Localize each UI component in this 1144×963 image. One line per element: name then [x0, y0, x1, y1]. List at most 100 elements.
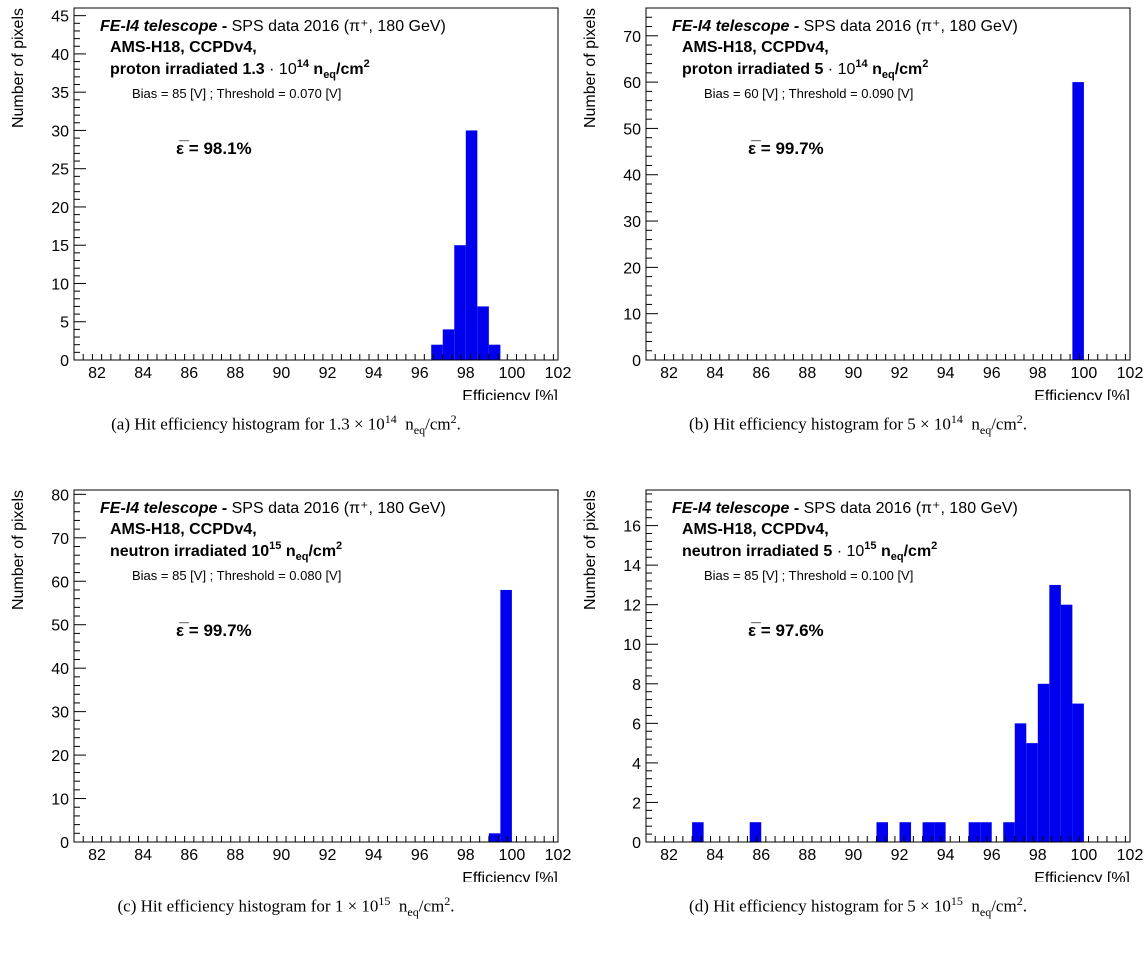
x-tick-label-d-5: 92 — [891, 847, 909, 864]
title-line-a: FE-I4 telescope - SPS data 2016 (π⁺, 180… — [100, 18, 446, 35]
caption-b-post-exp: 2 — [1016, 412, 1023, 426]
y-tick-label-b-1: 10 — [623, 307, 641, 324]
y-tick-label-b-5: 50 — [623, 121, 641, 138]
fluence-line-d: neutron irradiated 5 · 1015 neq/cm2 — [682, 540, 937, 563]
fluence-cm-exp-c: 2 — [336, 540, 342, 552]
y-tick-label-a-1: 5 — [60, 315, 69, 332]
x-tick-label-a-8: 98 — [457, 365, 475, 382]
sample-line-c: AMS-H18, CCPDv4, — [110, 521, 257, 538]
bar-d-0 — [692, 822, 704, 842]
y-tick-label-b-3: 30 — [623, 214, 641, 231]
x-tick-label-c-10: 102 — [545, 847, 572, 864]
y-tick-label-a-0: 0 — [60, 353, 69, 370]
annotation-a: FE-I4 telescope - SPS data 2016 (π⁺, 180… — [100, 18, 446, 158]
bar-a-1 — [442, 329, 455, 360]
plot-frame-c — [73, 489, 559, 843]
fluence-n-d: n — [877, 543, 891, 560]
x-tick-label-d-10: 102 — [1117, 847, 1144, 864]
x-axis-c: 82 84 86 88 90 92 94 96 98 100 102 — [73, 836, 572, 864]
x-tick-label-d-6: 94 — [937, 847, 955, 864]
y-axis-label-d: Number of pixels — [582, 490, 599, 610]
caption-c-text: (c) Hit efficiency histogram for 1 × 10 — [117, 896, 379, 916]
y-tick-label-c-7: 70 — [51, 531, 69, 548]
title-rest-a: SPS data 2016 (π⁺, 180 GeV) — [227, 18, 446, 35]
y-axis-d: 0 2 4 6 8 10 12 14 16 — [623, 493, 658, 852]
x-tick-label-c-8: 98 — [457, 847, 475, 864]
y-tick-label-d-3: 6 — [632, 716, 641, 733]
x-tick-label-c-5: 92 — [319, 847, 337, 864]
y-tick-label-c-5: 50 — [51, 618, 69, 635]
y-tick-label-a-8: 40 — [51, 47, 69, 64]
y-tick-label-c-6: 60 — [51, 574, 69, 591]
x-tick-label-c-9: 100 — [499, 847, 526, 864]
y-axis-label-c: Number of pixels — [10, 490, 27, 610]
x-axis-b: 82 84 86 88 90 92 94 96 98 100 102 — [645, 354, 1143, 382]
fluence-dot-a: · 10 — [269, 61, 297, 78]
y-tick-label-d-7: 14 — [623, 558, 641, 575]
fluence-pre-c: neutron irradiated 10 — [110, 543, 269, 560]
title-bold-b: FE-I4 telescope - — [672, 18, 799, 35]
title-rest-b: SPS data 2016 (π⁺, 180 GeV) — [799, 18, 1018, 35]
fluence-line-c: neutron irradiated 1015 neq/cm2 — [110, 540, 342, 563]
fluence-n-c: n — [281, 543, 295, 560]
title-rest-c: SPS data 2016 (π⁺, 180 GeV) — [227, 500, 446, 517]
bar-d-1 — [749, 822, 762, 842]
caption-c-sub: eq — [407, 905, 419, 920]
y-tick-label-c-0: 0 — [60, 835, 69, 852]
bar-d-2 — [876, 822, 888, 842]
y-tick-label-c-3: 30 — [51, 705, 69, 722]
fluence-n-a: n — [309, 61, 323, 78]
fluence-sub-c: eq — [296, 551, 309, 563]
y-axis-b: 0 10 20 30 40 50 60 70 — [623, 7, 658, 370]
bar-d-11 — [1037, 683, 1050, 842]
fluence-cm-exp-d: 2 — [931, 540, 937, 552]
y-tick-label-d-6: 12 — [623, 598, 641, 615]
caption-b-sub: eq — [979, 423, 992, 438]
bias-threshold-a: Bias = 85 [V] ; Threshold = 0.070 [V] — [132, 86, 341, 101]
fluence-line-b: proton irradiated 5 · 1014 neq/cm2 — [682, 58, 928, 81]
mean-efficiency-c: ε̅ = 99.7% — [176, 621, 252, 640]
x-tick-label-a-0: 82 — [88, 365, 106, 382]
x-axis-label-d: Efficiency [%] — [1034, 870, 1130, 882]
caption-b-post: /cm — [991, 414, 1017, 434]
x-tick-label-b-9: 100 — [1071, 365, 1098, 382]
x-tick-label-b-4: 90 — [845, 365, 863, 382]
caption-d: (d) Hit efficiency histogram for 5 × 101… — [572, 894, 1144, 920]
x-tick-label-b-8: 98 — [1029, 365, 1047, 382]
bar-a-5 — [488, 344, 501, 360]
mean-efficiency-a: ε̅ = 98.1% — [176, 139, 252, 158]
sample-line-d: AMS-H18, CCPDv4, — [682, 521, 829, 538]
fluence-cm-c: /cm — [308, 543, 336, 560]
caption-a-text: (a) Hit efficiency histogram for 1.3 × 1… — [111, 414, 385, 434]
x-tick-label-d-2: 86 — [752, 847, 770, 864]
title-rest-d: SPS data 2016 (π⁺, 180 GeV) — [799, 500, 1018, 517]
x-axis-label-a: Efficiency [%] — [462, 388, 558, 400]
annotation-b: FE-I4 telescope - SPS data 2016 (π⁺, 180… — [672, 18, 1018, 158]
bar-d-6 — [968, 822, 981, 842]
fluence-cm-b: /cm — [895, 61, 923, 78]
x-tick-label-a-9: 100 — [499, 365, 526, 382]
fluence-cm-a: /cm — [336, 61, 364, 78]
chart-a: 82 84 86 88 90 92 94 96 98 100 102 0 5 10 15 20 25 30 35 40… — [10, 7, 572, 400]
x-tick-label-d-0: 82 — [660, 847, 678, 864]
x-tick-label-a-10: 102 — [545, 365, 572, 382]
bias-threshold-c: Bias = 85 [V] ; Threshold = 0.080 [V] — [132, 568, 341, 583]
x-tick-label-a-2: 86 — [180, 365, 198, 382]
y-tick-label-b-0: 0 — [632, 353, 641, 370]
fluence-n-b: n — [868, 61, 882, 78]
caption-b-exp: 14 — [950, 412, 963, 426]
fluence-exp-a: 14 — [297, 58, 310, 70]
bars-d — [692, 584, 1084, 842]
y-tick-label-a-6: 30 — [51, 123, 69, 140]
x-tick-label-b-1: 84 — [706, 365, 724, 382]
fluence-sub-a: eq — [323, 69, 336, 81]
x-tick-label-a-7: 96 — [411, 365, 429, 382]
x-axis-label-c: Efficiency [%] — [462, 870, 558, 882]
bar-a-0 — [431, 344, 443, 360]
caption-c-unit: n — [398, 896, 408, 916]
bar-d-3 — [899, 822, 912, 842]
mean-efficiency-b: ε̅ = 99.7% — [748, 139, 824, 158]
y-axis-label-a: Number of pixels — [10, 8, 27, 128]
y-tick-label-a-3: 15 — [51, 238, 69, 255]
x-axis-a: 82 84 86 88 90 92 94 96 98 100 102 — [73, 354, 572, 382]
